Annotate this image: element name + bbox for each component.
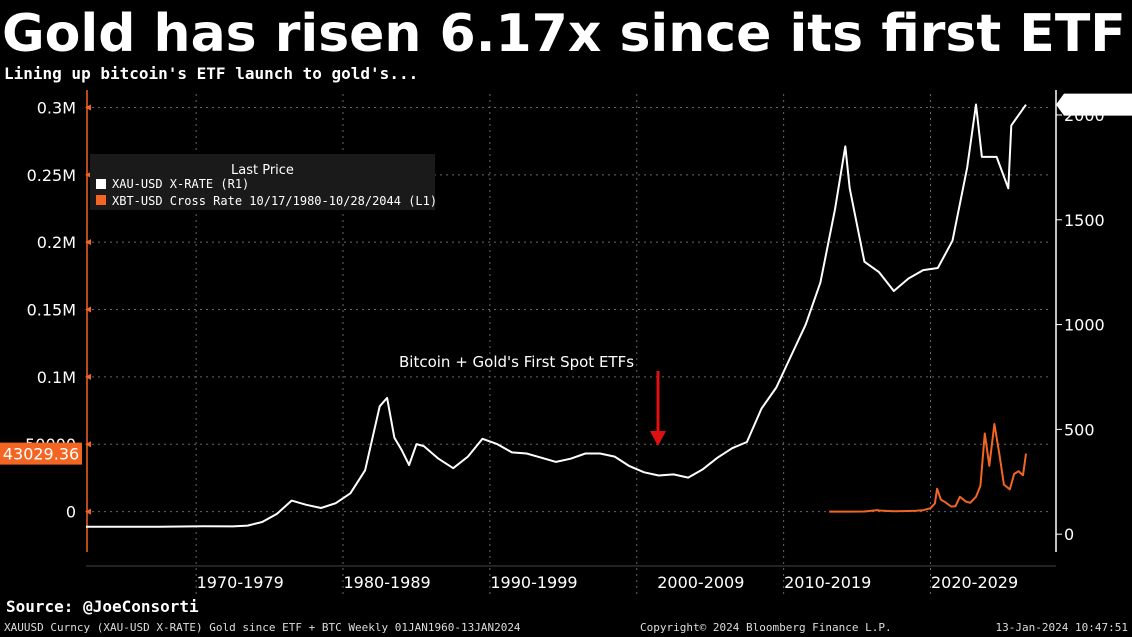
right-tick-label: 0	[1064, 525, 1074, 544]
right-tick-label: 1500	[1064, 211, 1105, 230]
left-tick-mark-3	[85, 306, 91, 313]
left-tick-label: 0	[66, 503, 76, 522]
chart-title: Gold has risen 6.17x since its first ETF	[2, 4, 1126, 64]
source-credit: Source: @JoeConsorti	[6, 597, 199, 616]
grid-lines	[86, 94, 1048, 596]
left-tick-mark-0	[85, 508, 91, 515]
left-tick-label: 0.25M	[27, 166, 76, 185]
right-last-value-label: 2049.06	[1065, 96, 1131, 115]
price-chart: 0500000.1M0.15M0.2M0.25M0.3M050010001500…	[0, 90, 1132, 596]
left-last-value-tag	[0, 442, 82, 465]
footer-timestamp: 13-Jan-2024 10:47:51	[995, 621, 1128, 634]
left-tick-mark-2	[85, 373, 91, 380]
right-tick-label: 1000	[1064, 316, 1105, 335]
right-tick-label: 500	[1064, 420, 1095, 439]
x-period-label: 2010-2019	[784, 573, 871, 592]
left-tick-label: 0.1M	[37, 368, 76, 387]
axis-labels: 0500000.1M0.15M0.2M0.25M0.3M050010001500…	[0, 93, 1132, 592]
annotation-text: Bitcoin + Gold's First Spot ETFs	[399, 353, 634, 371]
footer-copyright: Copyright© 2024 Bloomberg Finance L.P.	[640, 621, 892, 634]
legend-header: Last Price	[231, 163, 294, 178]
legend-box	[90, 154, 435, 210]
left-tick-label: 0.3M	[37, 98, 76, 117]
series-lines	[86, 103, 1027, 528]
left-tick-mark-4	[85, 239, 91, 246]
x-period-label: 2000-2009	[657, 573, 744, 592]
bitcoin-price-line	[829, 423, 1027, 513]
legend: Last Price XAU-USD X-RATE (R1) XBT-USD C…	[90, 154, 437, 210]
left-tick-label: 0.15M	[27, 301, 76, 320]
x-period-label: 1980-1989	[343, 573, 430, 592]
chart-subtitle: Lining up bitcoin's ETF launch to gold's…	[4, 64, 419, 83]
legend-entry-gold: XAU-USD X-RATE (R1)	[112, 177, 249, 191]
left-last-value-label: 43029.36	[3, 445, 79, 464]
annotation: Bitcoin + Gold's First Spot ETFs	[399, 353, 666, 446]
legend-swatch-gold	[96, 179, 106, 189]
gold-price-line	[86, 103, 1027, 528]
x-period-label: 2020-2029	[931, 573, 1018, 592]
left-tick-mark-6	[85, 104, 91, 111]
right-last-value-tag	[1056, 93, 1132, 116]
left-tick-label: 0.2M	[37, 233, 76, 252]
legend-swatch-bitcoin	[96, 195, 106, 205]
x-period-label: 1970-1979	[197, 573, 284, 592]
left-tick-mark-1	[85, 441, 91, 448]
x-period-label: 1990-1999	[490, 573, 577, 592]
footer-ticker-info: XAUUSD Curncy (XAU-USD X-RATE) Gold sinc…	[4, 621, 521, 634]
annotation-arrow-head	[650, 431, 666, 446]
legend-entry-bitcoin: XBT-USD Cross Rate 10/17/1980-10/28/2044…	[112, 194, 437, 208]
axes	[85, 90, 1062, 567]
left-tick-mark-5	[85, 171, 91, 178]
